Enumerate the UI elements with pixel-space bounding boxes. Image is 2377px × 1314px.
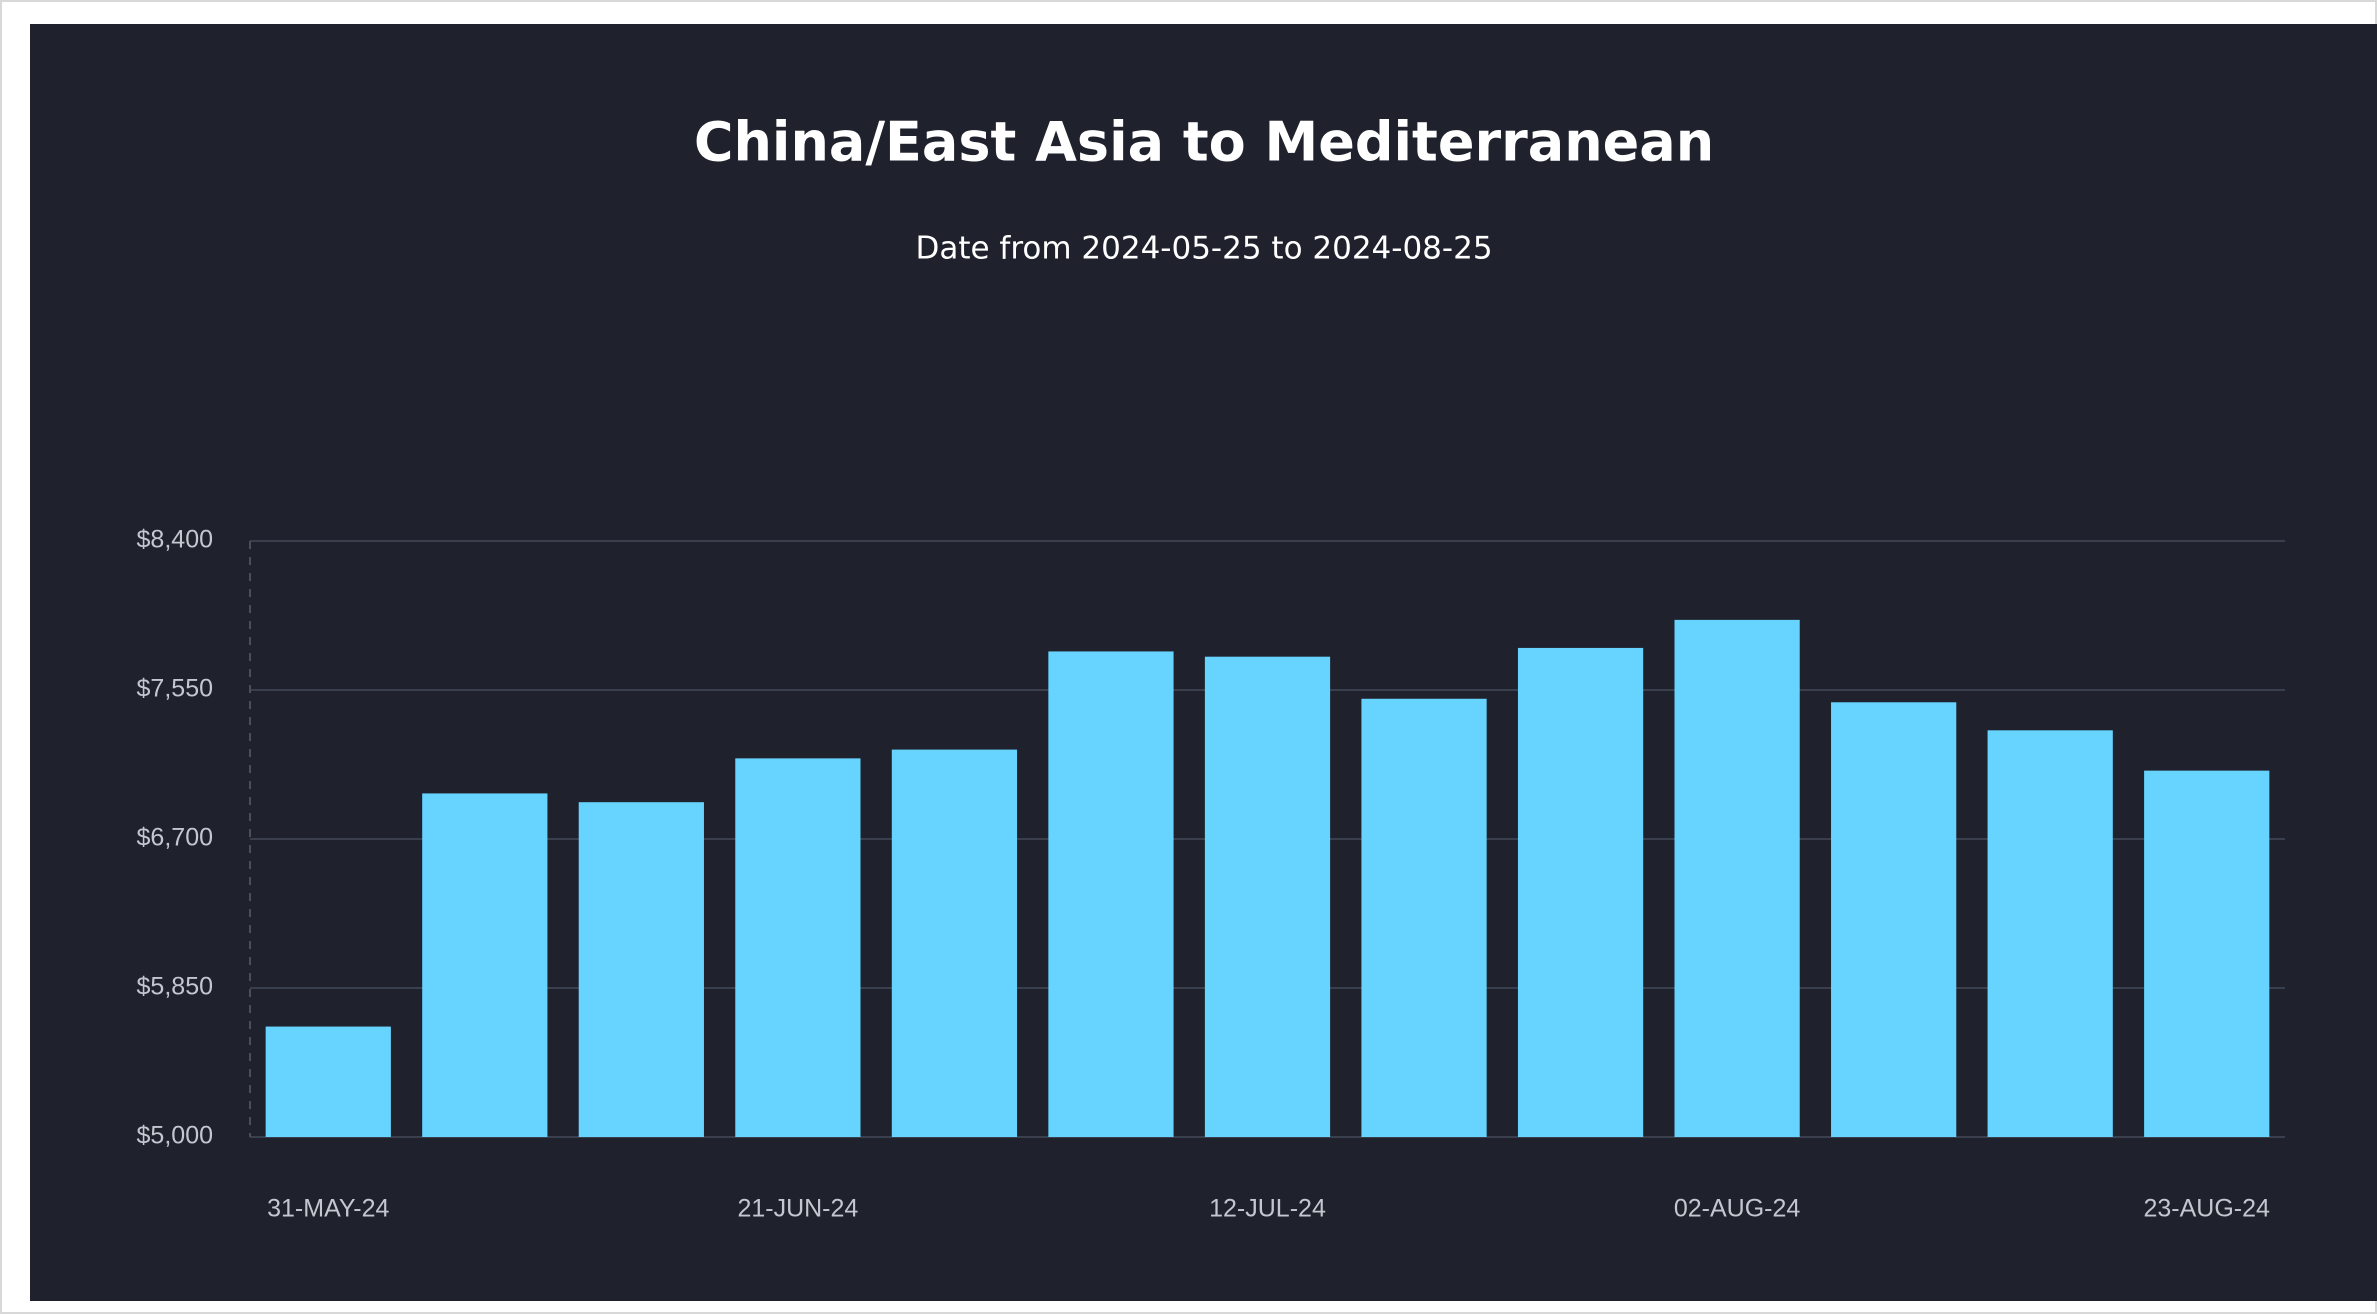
x-tick-label: 23-AUG-24 <box>2144 1195 2271 1223</box>
y-tick-label: $8,400 <box>137 526 213 554</box>
y-tick-label: $5,850 <box>137 973 213 1001</box>
bar <box>1987 730 2113 1137</box>
bar <box>1361 698 1487 1137</box>
x-tick-label: 12-JUL-24 <box>1209 1195 1326 1223</box>
chart-subtitle: Date from 2024-05-25 to 2024-08-25 <box>915 231 1492 267</box>
bar <box>1048 651 1174 1137</box>
bar <box>1204 656 1331 1137</box>
bar <box>265 1026 391 1137</box>
x-tick-label: 21-JUN-24 <box>737 1195 858 1223</box>
x-tick-label: 02-AUG-24 <box>1674 1195 1801 1223</box>
chart-title: China/East Asia to Mediterranean <box>694 111 1714 174</box>
bar <box>891 749 1018 1137</box>
chart-panel <box>30 24 2377 1301</box>
y-tick-label: $6,700 <box>137 824 213 852</box>
bar <box>422 793 548 1137</box>
bar <box>735 758 861 1137</box>
y-tick-label: $5,000 <box>137 1122 213 1150</box>
bar <box>2144 770 2270 1137</box>
bar <box>578 802 704 1137</box>
bar <box>1517 647 1644 1137</box>
bar <box>1831 702 1957 1137</box>
x-tick-label: 31-MAY-24 <box>267 1195 389 1223</box>
y-tick-label: $7,550 <box>137 675 213 703</box>
bar <box>1674 619 1800 1137</box>
